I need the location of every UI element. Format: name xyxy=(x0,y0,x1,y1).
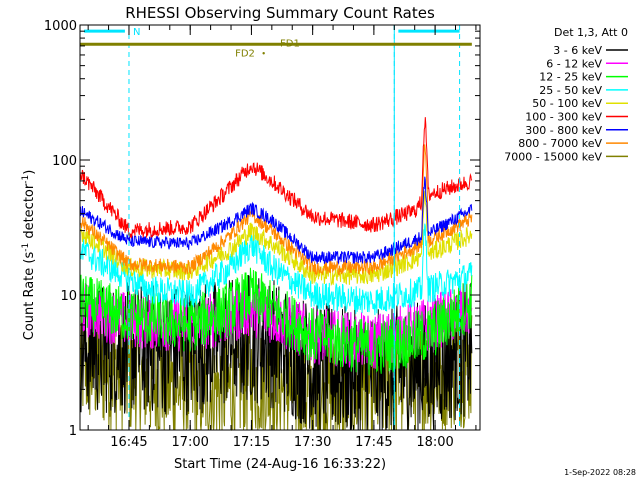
series-line-25-50kev xyxy=(79,223,473,316)
chart-title: RHESSI Observing Summary Count Rates xyxy=(125,4,435,22)
y-tick-label: 1000 xyxy=(44,19,77,34)
flag-label-n: N xyxy=(133,27,140,38)
y-axis-label: Count Rate (s-1 detector-1) xyxy=(21,170,37,341)
series-line-800-7000kev xyxy=(79,144,473,277)
legend-label: 100 - 300 keV xyxy=(525,111,602,124)
legend-label: 300 - 800 keV xyxy=(525,124,602,137)
legend-label: 6 - 12 keV xyxy=(546,57,602,70)
y-axis-label-sup2: -1 xyxy=(21,175,31,184)
flag-label-fd1: FD1 xyxy=(280,38,300,49)
y-tick-label: 1 xyxy=(69,424,77,439)
x-tick-label: 17:45 xyxy=(355,435,392,450)
x-tick-label: 16:45 xyxy=(110,435,147,450)
legend-label: 800 - 7000 keV xyxy=(518,137,602,150)
series-line-300-800kev xyxy=(79,176,473,265)
x-axis-label: Start Time (24-Aug-16 16:33:22) xyxy=(174,457,386,472)
y-axis-label-mid: detector xyxy=(22,183,37,243)
x-tick-label: 17:15 xyxy=(233,435,270,450)
footer-timestamp: 1-Sep-2022 08:28 xyxy=(564,468,636,477)
x-tick-label: 17:30 xyxy=(294,435,331,450)
legend-label: 50 - 100 keV xyxy=(532,97,602,110)
y-tick-label: 10 xyxy=(60,289,77,304)
x-tick-label: 17:00 xyxy=(171,435,208,450)
series-line-12-25kev xyxy=(79,267,473,376)
y-axis-label-sup1: -1 xyxy=(21,243,31,252)
legend-label: 7000 - 15000 keV xyxy=(504,150,602,163)
legend-label: 3 - 6 keV xyxy=(553,44,602,57)
y-axis-label-main: Count Rate (s xyxy=(22,252,37,341)
legend-label: 25 - 50 keV xyxy=(539,84,602,97)
y-tick-label: 100 xyxy=(52,154,77,169)
series-line-100-300kev xyxy=(79,117,473,239)
fd2-marker xyxy=(262,52,265,55)
x-tick-label: 18:00 xyxy=(416,435,453,450)
y-axis-label-end: ) xyxy=(22,170,37,175)
axis-layer: 1 10 100 1000 16:45 17:00 17:15 17:30 17:45 18:00 xyxy=(44,19,481,450)
legend-header: Det 1,3, Att 0 xyxy=(554,26,628,39)
plot-layer: N FD1 FD2 xyxy=(79,25,473,431)
plot-frame xyxy=(79,24,481,431)
flag-label-fd2: FD2 xyxy=(235,48,255,59)
legend-label: 12 - 25 keV xyxy=(539,71,602,84)
